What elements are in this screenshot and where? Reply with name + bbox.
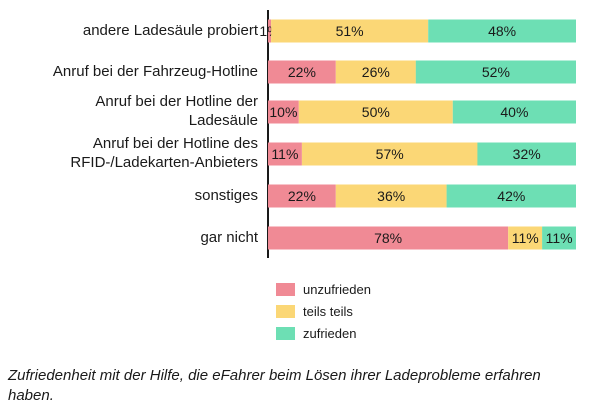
bar-segment-unzufrieden-1 [268, 60, 336, 84]
data-label-unzufrieden-1: 22% [288, 64, 316, 80]
bar-segment-zufrieden-1 [415, 60, 576, 84]
legend-item-teils-teils: teils teils [276, 300, 371, 322]
data-label-teils-teils-1: 26% [362, 64, 390, 80]
data-label-zufrieden-1: 52% [482, 64, 510, 80]
legend-label-teils-teils: teils teils [303, 303, 353, 319]
bar-segment-zufrieden-2 [452, 100, 576, 124]
legend-item-zufrieden: zufrieden [276, 322, 371, 344]
bar-segment-unzufrieden-4 [268, 184, 336, 208]
bar-segment-unzufrieden-2 [268, 100, 299, 124]
bar-segment-unzufrieden-5 [268, 226, 509, 250]
legend-item-unzufrieden: unzufrieden [276, 278, 371, 300]
stacked-bar-chart: 1% 51% 48%22% 26% 52%10% 50% 40%11% 57% 32%22% 36… [259, 10, 576, 258]
category-label-line: Anruf bei der Hotline des [92, 135, 258, 152]
category-label-2: Anruf bei der Hotline der Ladesäule [0, 92, 258, 130]
data-label-zufrieden-5: 11% [546, 230, 573, 246]
data-label-teils-teils-5: 11% [512, 230, 539, 246]
data-label-zufrieden-3: 32% [513, 146, 541, 162]
bar-segment-zufrieden-3 [477, 142, 576, 166]
bar-segment-teils-teils-5 [508, 226, 543, 250]
category-label-line: Ladesäule [188, 112, 258, 129]
category-label-1: Anruf bei der Fahrzeug-Hotline [0, 62, 258, 81]
category-label-3: Anruf bei der Hotline des RFID-/Ladekarte… [0, 134, 258, 172]
bar-segment-teils-teils-4 [335, 184, 447, 208]
data-label-unzufrieden-4: 22% [288, 188, 316, 204]
legend-label-zufrieden: zufrieden [303, 325, 357, 341]
category-label-line: Anruf bei der Hotline der [95, 93, 258, 110]
category-label-line: RFID-/Ladekarten-Anbieters [70, 154, 258, 171]
data-label-unzufrieden-5: 78% [374, 230, 402, 246]
bar-segment-teils-teils-1 [335, 60, 416, 84]
bar-segment-teils-teils-2 [298, 100, 453, 124]
data-label-teils-teils-0: 51% [336, 23, 364, 39]
data-label-teils-teils-3: 57% [376, 146, 404, 162]
data-label-zufrieden-4: 42% [497, 188, 525, 204]
bar-segment-zufrieden-0 [428, 19, 576, 43]
legend: unzufrieden teils teils zufrieden [276, 278, 371, 344]
bar-segment-teils-teils-0 [271, 19, 429, 43]
bar-segment-unzufrieden-0 [268, 19, 272, 43]
category-label-line: sonstiges [194, 186, 258, 204]
legend-swatch-zufrieden [276, 326, 295, 340]
data-label-teils-teils-4: 36% [377, 188, 405, 204]
category-label-line: Anruf bei der Fahrzeug-Hotline [52, 62, 258, 80]
category-label-5: gar nicht [0, 228, 258, 247]
legend-swatch-unzufrieden [276, 282, 295, 296]
bar-segment-zufrieden-5 [542, 226, 576, 250]
legend-swatch-teils-teils [276, 304, 295, 318]
chart-caption: Zufriedenheit mit der Hilfe, die eFahrer… [8, 367, 541, 404]
data-label-zufrieden-0: 48% [488, 23, 516, 39]
data-label-unzufrieden-2: 10% [269, 104, 297, 120]
data-label-unzufrieden-3: 11% [271, 146, 298, 162]
category-label-4: sonstiges [0, 186, 258, 205]
bar-segment-unzufrieden-3 [268, 142, 302, 166]
data-label-zufrieden-2: 40% [500, 104, 528, 120]
bar-segment-zufrieden-4 [446, 184, 576, 208]
data-label-teils-teils-2: 50% [362, 104, 390, 120]
legend-label-unzufrieden: unzufrieden [303, 281, 371, 297]
bar-segment-teils-teils-3 [301, 142, 478, 166]
category-label-line: andere Ladesäule probiert [82, 21, 258, 39]
category-label-line: gar nicht [200, 228, 258, 246]
category-label-0: andere Ladesäule probiert [0, 21, 258, 40]
